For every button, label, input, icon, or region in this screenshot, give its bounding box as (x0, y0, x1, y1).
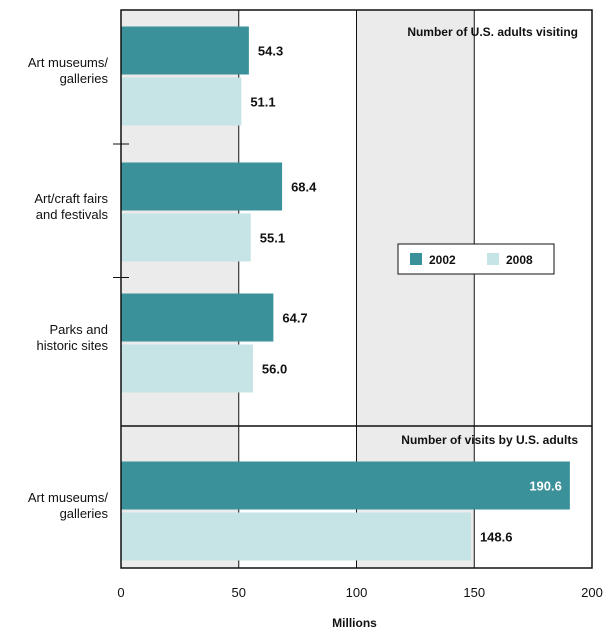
data-label: 190.6 (529, 479, 562, 494)
category-label: historic sites (36, 338, 108, 353)
plot-frame (120, 9, 593, 569)
bar-2008 (121, 77, 242, 126)
x-axis-title: Millions (332, 616, 377, 630)
data-label: 56.0 (262, 362, 287, 377)
category-label: Parks and (49, 322, 108, 337)
bar-2008 (121, 512, 471, 561)
bar-2002 (121, 461, 570, 510)
data-label: 54.3 (258, 44, 283, 59)
x-tick-label: 50 (232, 585, 246, 600)
data-label: 148.6 (480, 530, 513, 545)
legend-swatch-2008 (487, 253, 499, 265)
panel-title: Number of visits by U.S. adults (401, 433, 578, 447)
legend-label: 2008 (506, 253, 533, 267)
panel-title: Number of U.S. adults visiting (407, 25, 578, 39)
data-label: 68.4 (291, 180, 317, 195)
category-label: Art museums/ (28, 55, 109, 70)
legend-box (397, 243, 555, 275)
x-tick-label: 100 (346, 585, 368, 600)
category-label: and festivals (36, 207, 109, 222)
data-label: 64.7 (282, 311, 307, 326)
data-label: 55.1 (260, 231, 285, 246)
legend-swatch-2002 (410, 253, 422, 265)
x-tick-label: 150 (463, 585, 485, 600)
bar-2002 (121, 162, 283, 211)
category-label: Art museums/ (28, 490, 109, 505)
legend-label: 2002 (429, 253, 456, 267)
bar-2008 (121, 213, 251, 262)
category-label: galleries (60, 71, 109, 86)
category-label: Art/craft fairs (34, 191, 108, 206)
bar-2002 (121, 26, 249, 75)
data-label: 51.1 (250, 95, 275, 110)
bar-2002 (121, 293, 274, 342)
category-label: galleries (60, 506, 109, 521)
bar-2008 (121, 344, 253, 393)
x-tick-label: 200 (581, 585, 603, 600)
x-tick-label: 0 (117, 585, 124, 600)
